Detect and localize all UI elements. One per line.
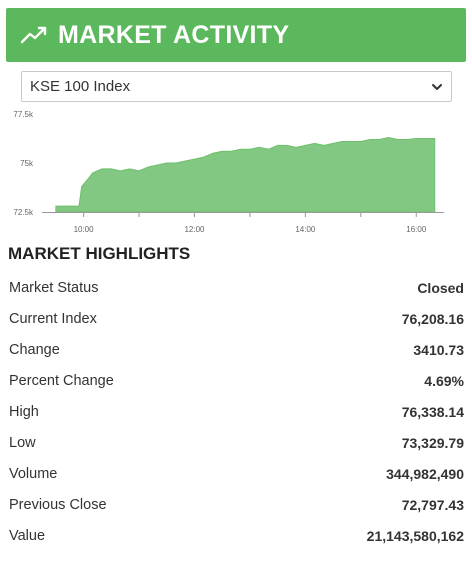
row-value: 21,143,580,162 — [366, 527, 464, 544]
table-row: Percent Change 4.69% — [0, 365, 472, 396]
x-tick-label: 16:00 — [406, 225, 427, 234]
row-value: 344,982,490 — [386, 465, 464, 482]
table-row: Market Status Closed — [0, 272, 472, 303]
row-label: Value — [9, 527, 46, 544]
x-tick-label: 14:00 — [295, 225, 316, 234]
row-value: 73,329.79 — [401, 434, 464, 451]
series-area — [55, 137, 436, 213]
row-label: Volume — [9, 465, 58, 482]
x-tick-label: 12:00 — [184, 225, 205, 234]
index-select[interactable]: KSE 100 Index — [21, 71, 452, 102]
y-tick-label: 75k — [20, 159, 34, 168]
row-label: Percent Change — [9, 372, 114, 389]
row-label: High — [9, 403, 39, 420]
table-row: Change 3410.73 — [0, 334, 472, 365]
row-value: 76,208.16 — [401, 310, 464, 327]
highlights-title: MARKET HIGHLIGHTS — [8, 244, 191, 263]
row-value: 3410.73 — [413, 341, 464, 358]
row-label: Change — [9, 341, 60, 358]
index-select-value: KSE 100 Index — [30, 78, 131, 95]
row-label: Low — [9, 434, 36, 451]
table-row: Value 21,143,580,162 — [0, 520, 472, 551]
index-chart-svg: 72.5k 75k 77.5k 10:00 12:00 14:00 16:00 — [13, 110, 444, 234]
table-row: Current Index 76,208.16 — [0, 303, 472, 334]
table-row: Low 73,329.79 — [0, 427, 472, 458]
row-label: Current Index — [9, 310, 97, 327]
highlights-table: Market Status Closed Current Index 76,208.1… — [0, 272, 472, 551]
row-label: Previous Close — [9, 496, 107, 513]
y-tick-label: 77.5k — [13, 110, 34, 119]
row-value: 4.69% — [424, 372, 464, 389]
x-tick-label: 10:00 — [74, 225, 95, 234]
chevron-down-icon — [432, 84, 442, 90]
header-title: MARKET ACTIVITY — [58, 20, 290, 49]
row-value: 76,338.14 — [401, 403, 464, 420]
table-row: Volume 344,982,490 — [0, 458, 472, 489]
row-value: Closed — [417, 279, 464, 296]
table-row: Previous Close 72,797.43 — [0, 489, 472, 520]
y-tick-label: 72.5k — [13, 208, 34, 217]
row-value: 72,797.43 — [401, 496, 464, 513]
index-chart: 72.5k 75k 77.5k 10:00 12:00 14:00 16:00 — [0, 104, 472, 242]
table-row: High 76,338.14 — [0, 396, 472, 427]
market-activity-header: MARKET ACTIVITY — [6, 8, 466, 62]
trending-up-icon — [20, 26, 47, 44]
row-label: Market Status — [9, 279, 99, 296]
